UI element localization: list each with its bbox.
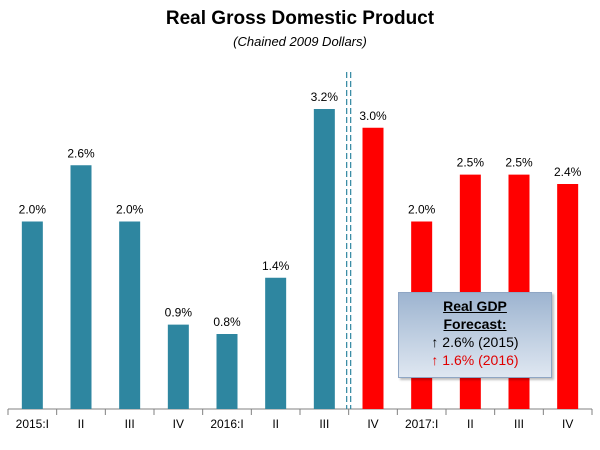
bar-5: [265, 277, 287, 409]
value-label-9: 2.5%: [457, 156, 485, 170]
value-label-4: 0.8%: [213, 315, 241, 329]
category-label-1: II: [78, 417, 85, 431]
category-label-2: III: [125, 417, 135, 431]
gdp-forecast-box: Real GDP Forecast: ↑ 2.6% (2015) ↑ 1.6% …: [398, 292, 552, 378]
value-label-11: 2.4%: [554, 165, 582, 179]
value-label-6: 3.2%: [311, 90, 339, 104]
value-label-8: 2.0%: [408, 203, 436, 217]
bar-7: [362, 127, 384, 409]
bar-6: [313, 109, 335, 409]
category-label-7: IV: [367, 417, 378, 431]
value-label-7: 3.0%: [359, 109, 387, 123]
value-label-1: 2.6%: [67, 146, 95, 160]
category-label-5: II: [272, 417, 279, 431]
forecast-box-title-line2: Forecast:: [443, 316, 507, 332]
value-label-2: 2.0%: [116, 203, 144, 217]
bar-4: [216, 334, 238, 409]
forecast-box-title-line1: Real GDP: [443, 298, 507, 314]
category-label-9: II: [467, 417, 474, 431]
category-label-0: 2015:I: [16, 417, 49, 431]
forecast-2015-value: ↑ 2.6% (2015): [431, 334, 519, 350]
chart-title: Real Gross Domestic Product: [165, 8, 435, 29]
category-label-4: 2016:I: [210, 417, 243, 431]
chart-subtitle: (Chained 2009 Dollars): [233, 34, 367, 49]
category-label-11: IV: [562, 417, 573, 431]
forecast-2016-value: ↑ 1.6% (2016): [431, 352, 519, 368]
category-label-6: III: [319, 417, 329, 431]
category-label-3: IV: [173, 417, 184, 431]
value-label-0: 2.0%: [19, 203, 47, 217]
value-label-5: 1.4%: [262, 259, 290, 273]
value-label-3: 0.9%: [165, 306, 193, 320]
category-label-10: III: [514, 417, 524, 431]
value-label-10: 2.5%: [505, 156, 533, 170]
category-label-8: 2017:I: [405, 417, 438, 431]
bar-1: [70, 165, 92, 409]
bar-0: [21, 221, 43, 409]
bar-11: [557, 184, 579, 409]
bar-2: [119, 221, 141, 409]
bar-3: [167, 324, 189, 409]
